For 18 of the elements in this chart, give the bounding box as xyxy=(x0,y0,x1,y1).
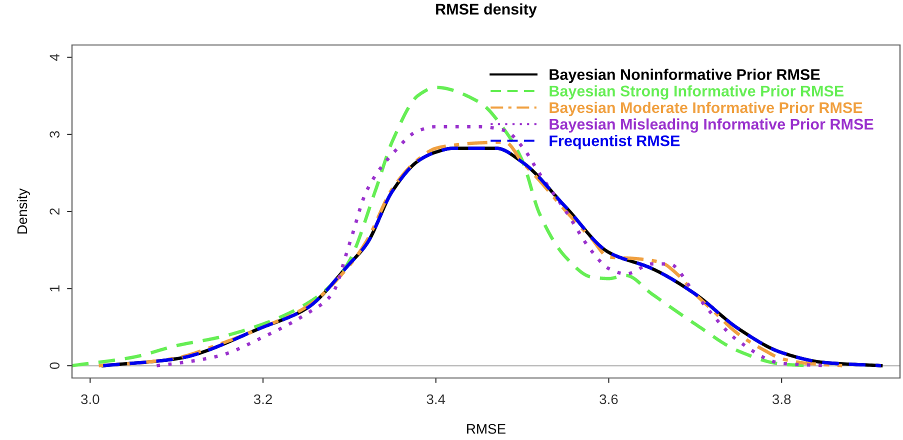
chart-title: RMSE density xyxy=(436,3,537,18)
y-tick-label: 3 xyxy=(50,131,60,138)
legend-label: Bayesian Strong Informative Prior RMSE xyxy=(550,85,844,100)
x-tick-label: 3.0 xyxy=(81,394,100,404)
x-tick-label: 3.4 xyxy=(426,394,446,404)
x-axis-title: RMSE xyxy=(467,424,506,434)
y-tick-label: 4 xyxy=(50,54,60,61)
legend-label: Bayesian Moderate Informative Prior RMSE xyxy=(550,102,862,116)
y-tick-label: 2 xyxy=(50,208,60,215)
y-tick-label: 0 xyxy=(50,362,60,369)
legend-label: Frequentist RMSE xyxy=(550,135,680,150)
x-tick-label: 3.8 xyxy=(772,394,791,404)
y-axis-title: Density xyxy=(16,188,30,234)
legend-label: Bayesian Misleading Informative Prior RMSE xyxy=(550,118,874,133)
y-tick-label: 1 xyxy=(50,285,60,292)
legend-label: Bayesian Noninformative Prior RMSE xyxy=(550,68,820,83)
x-tick-label: 3.6 xyxy=(600,394,618,404)
x-tick-label: 3.2 xyxy=(254,394,272,404)
